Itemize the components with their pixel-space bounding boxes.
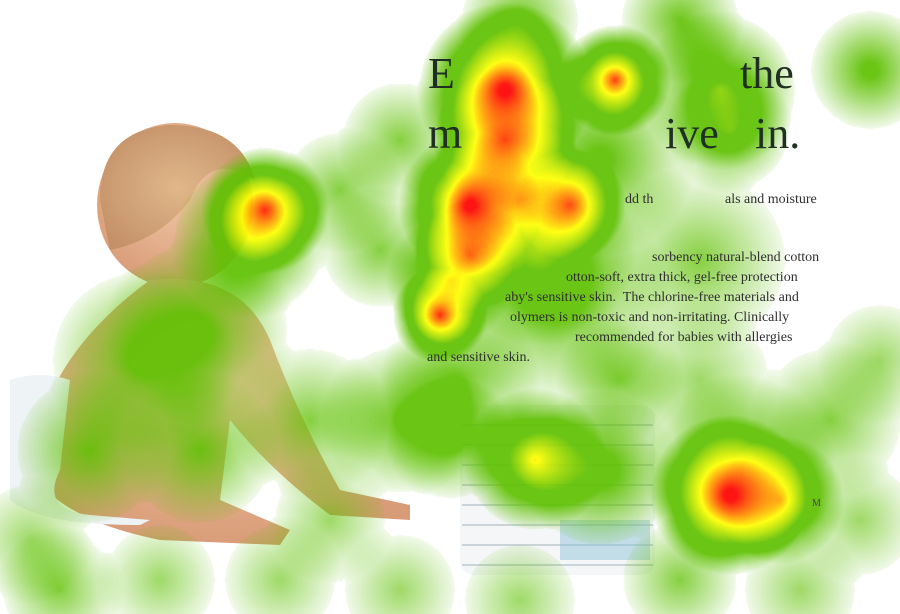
body-text-fragment: sorbency natural-blend cotton xyxy=(652,250,820,265)
body-text-fragment: and sensitive skin. xyxy=(427,350,531,365)
body-text-fragment: als and moisture xyxy=(725,192,817,207)
body-text-fragment: dd th xyxy=(625,192,654,207)
body-text-fragment: recommended for babies with allergies xyxy=(575,330,793,345)
headline-fragment: ive xyxy=(665,109,719,158)
headline-fragment: m xyxy=(428,109,463,158)
body-text-fragment: olymers is non-toxic and non-irritating.… xyxy=(510,310,790,325)
headline-fragment: E xyxy=(428,49,455,98)
trademark-mark: M xyxy=(812,498,821,509)
body-text-fragment: otton-soft, extra thick, gel-free protec… xyxy=(566,270,798,285)
body-text-fragment: aby's sensitive skin. The chlorine-free … xyxy=(505,290,799,305)
headline-fragment: in. xyxy=(755,109,801,158)
headline-fragment: the xyxy=(740,49,794,98)
